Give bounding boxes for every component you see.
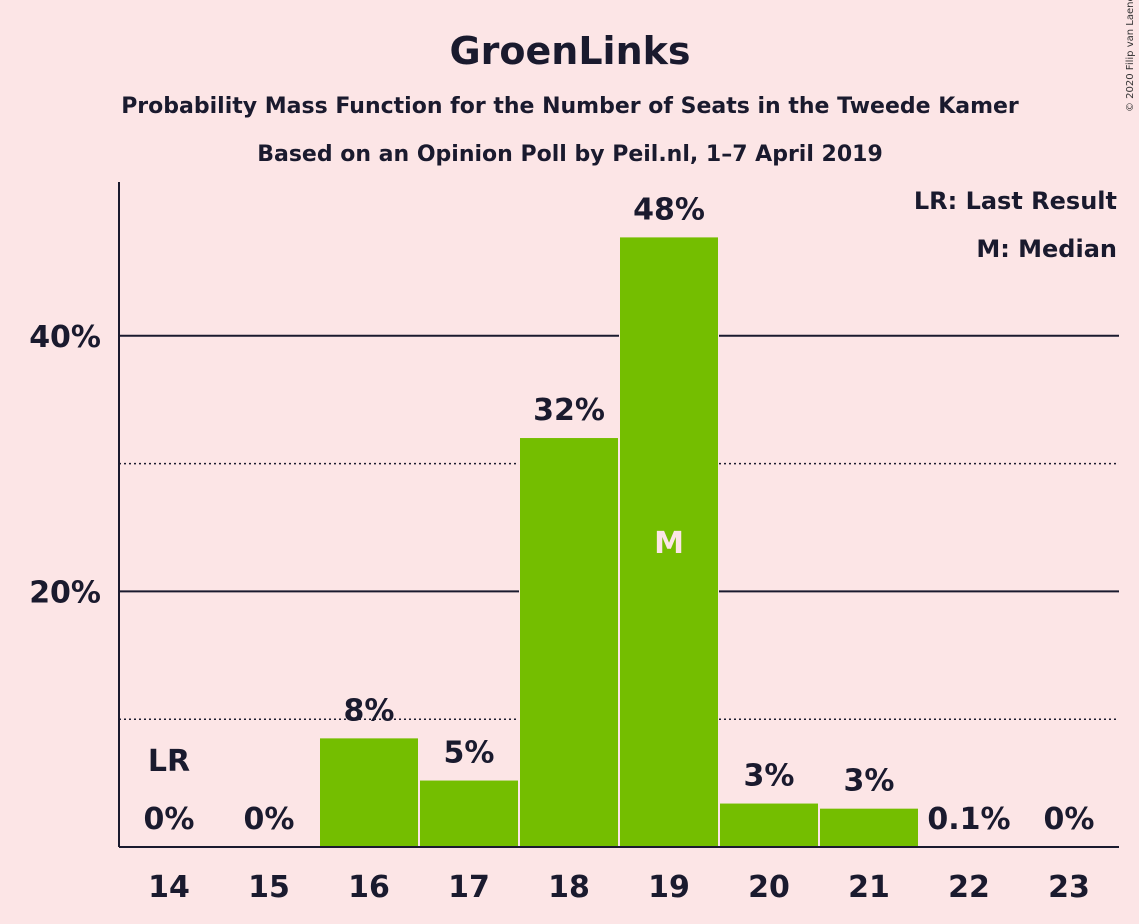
bar-seat-19 — [620, 237, 718, 848]
data-label-seat-22: 0.1% — [927, 802, 1010, 837]
data-label-seat-19: 48% — [633, 192, 705, 227]
chart-subtitle-poll: Based on an Opinion Poll by Peil.nl, 1–7… — [257, 142, 883, 167]
x-tick-label: 23 — [1048, 870, 1090, 905]
copyright-text: © 2020 Filip van Laenen — [1125, 0, 1136, 112]
chart-title: GroenLinks — [449, 29, 690, 73]
x-tick-label: 22 — [948, 870, 990, 905]
data-label-seat-14: 0% — [144, 802, 195, 837]
data-label-seat-20: 3% — [744, 759, 795, 794]
data-label-seat-16: 8% — [344, 693, 395, 728]
data-label-seat-23: 0% — [1044, 802, 1095, 837]
data-label-seat-21: 3% — [844, 764, 895, 799]
bar-seat-17 — [420, 780, 518, 847]
bar-seat-21 — [820, 808, 918, 847]
x-tick-label: 15 — [248, 870, 290, 905]
bar-seat-18 — [520, 438, 618, 847]
y-tick-label: 20% — [29, 575, 101, 610]
data-labels: 0% LR 0% 8% 5% 32% 48% M 3% 3% 0.1% 0% — [144, 192, 1095, 837]
bar-seat-16 — [320, 738, 418, 847]
chart-subtitle: Probability Mass Function for the Number… — [121, 94, 1019, 119]
x-tick-label: 14 — [148, 870, 190, 905]
bars — [319, 235, 919, 848]
legend-last-result: LR: Last Result — [914, 187, 1117, 215]
legend-median: M: Median — [976, 235, 1117, 263]
x-tick-label: 16 — [348, 870, 390, 905]
last-result-marker: LR — [148, 744, 190, 779]
data-label-seat-15: 0% — [244, 802, 295, 837]
bar-seat-20 — [720, 803, 818, 847]
data-label-seat-18: 32% — [533, 393, 605, 428]
y-tick-label: 40% — [29, 320, 101, 355]
x-tick-label: 17 — [448, 870, 490, 905]
x-tick-label: 21 — [848, 870, 890, 905]
x-tick-label: 19 — [648, 870, 690, 905]
x-tick-label: 18 — [548, 870, 590, 905]
data-label-seat-17: 5% — [444, 736, 495, 771]
median-marker: M — [654, 526, 684, 561]
axes: 20% 40% 14 15 16 17 18 19 20 21 22 23 — [29, 182, 1119, 905]
x-tick-label: 20 — [748, 870, 790, 905]
